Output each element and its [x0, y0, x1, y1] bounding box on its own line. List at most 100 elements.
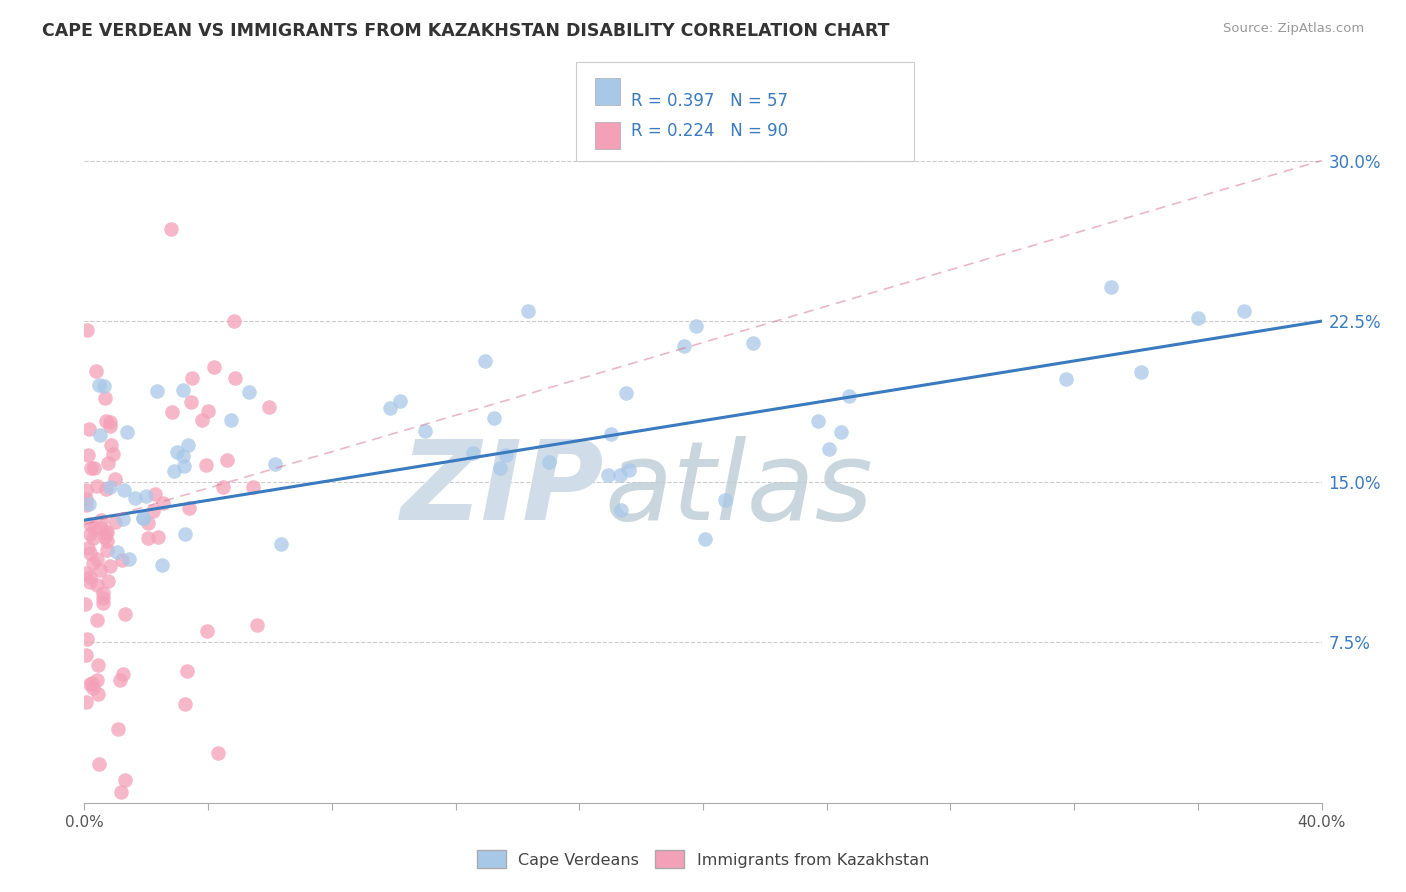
- Point: [100, 437, 122, 451]
- Point: [610, 503, 633, 517]
- Point: [180, 395, 202, 409]
- Point: [89, 428, 111, 442]
- Point: [246, 618, 269, 632]
- Point: [111, 553, 134, 567]
- Point: [83, 461, 105, 475]
- Point: [148, 530, 170, 544]
- Point: [98, 416, 121, 430]
- Point: [83, 521, 105, 535]
- Point: [160, 222, 183, 236]
- Point: [75, 566, 97, 580]
- Point: [111, 667, 134, 681]
- Point: [174, 526, 197, 541]
- Point: [86, 552, 108, 566]
- Point: [482, 411, 505, 425]
- Point: [82, 532, 104, 546]
- Point: [176, 664, 198, 678]
- Point: [152, 495, 174, 509]
- Point: [516, 304, 538, 318]
- Point: [84, 364, 107, 378]
- Point: [136, 516, 159, 530]
- Point: [89, 378, 111, 392]
- Point: [197, 403, 219, 417]
- Point: [110, 785, 132, 799]
- Point: [614, 386, 637, 401]
- Point: [495, 448, 517, 462]
- Point: [181, 371, 204, 385]
- Point: [79, 575, 101, 590]
- Point: [100, 480, 122, 494]
- Point: [77, 422, 100, 436]
- Point: [257, 400, 280, 414]
- Point: [413, 424, 436, 438]
- Point: [101, 447, 124, 461]
- Point: [163, 464, 186, 478]
- Point: [91, 596, 114, 610]
- Point: [75, 695, 97, 709]
- Point: [94, 525, 117, 540]
- Point: [97, 574, 120, 588]
- Point: [132, 511, 155, 525]
- Point: [207, 746, 229, 760]
- Point: [135, 489, 157, 503]
- Point: [217, 453, 239, 467]
- Point: [76, 632, 98, 646]
- Point: [817, 442, 839, 456]
- Point: [195, 624, 218, 638]
- Point: [617, 463, 640, 477]
- Point: [838, 389, 860, 403]
- Point: [94, 482, 117, 496]
- Point: [132, 511, 155, 525]
- Point: [118, 551, 141, 566]
- Point: [82, 681, 104, 695]
- Point: [599, 427, 621, 442]
- Point: [1130, 365, 1153, 379]
- Point: [93, 586, 115, 600]
- Point: [242, 479, 264, 493]
- Point: [142, 504, 165, 518]
- Point: [378, 401, 401, 416]
- Point: [104, 472, 127, 486]
- Point: [75, 648, 97, 662]
- Point: [488, 461, 510, 475]
- Point: [219, 413, 242, 427]
- Point: [1187, 311, 1209, 326]
- Point: [90, 520, 112, 534]
- Point: [114, 772, 136, 787]
- Point: [136, 531, 159, 545]
- Point: [115, 425, 138, 440]
- Point: [124, 491, 146, 505]
- Text: atlas: atlas: [605, 436, 873, 543]
- Text: ZIP: ZIP: [401, 436, 605, 543]
- Point: [211, 480, 233, 494]
- Point: [86, 479, 108, 493]
- Point: [79, 546, 101, 560]
- Point: [105, 545, 128, 559]
- Point: [77, 541, 100, 555]
- Point: [76, 322, 98, 336]
- Point: [830, 425, 852, 439]
- Point: [463, 446, 485, 460]
- Point: [389, 393, 412, 408]
- Point: [86, 578, 108, 592]
- Point: [1054, 371, 1077, 385]
- Point: [89, 563, 111, 577]
- Point: [75, 597, 97, 611]
- Point: [100, 418, 122, 433]
- Point: [150, 558, 173, 573]
- Point: [98, 559, 121, 574]
- Point: [93, 531, 115, 545]
- Point: [79, 570, 101, 584]
- Point: [87, 757, 110, 772]
- Point: [87, 687, 110, 701]
- Point: [807, 414, 830, 428]
- Point: [685, 318, 707, 333]
- Point: [107, 722, 129, 736]
- Point: [177, 500, 200, 515]
- Point: [224, 314, 246, 328]
- Text: Source: ZipAtlas.com: Source: ZipAtlas.com: [1223, 22, 1364, 36]
- Point: [110, 673, 132, 688]
- Point: [172, 383, 194, 397]
- Point: [111, 512, 134, 526]
- Point: [270, 537, 292, 551]
